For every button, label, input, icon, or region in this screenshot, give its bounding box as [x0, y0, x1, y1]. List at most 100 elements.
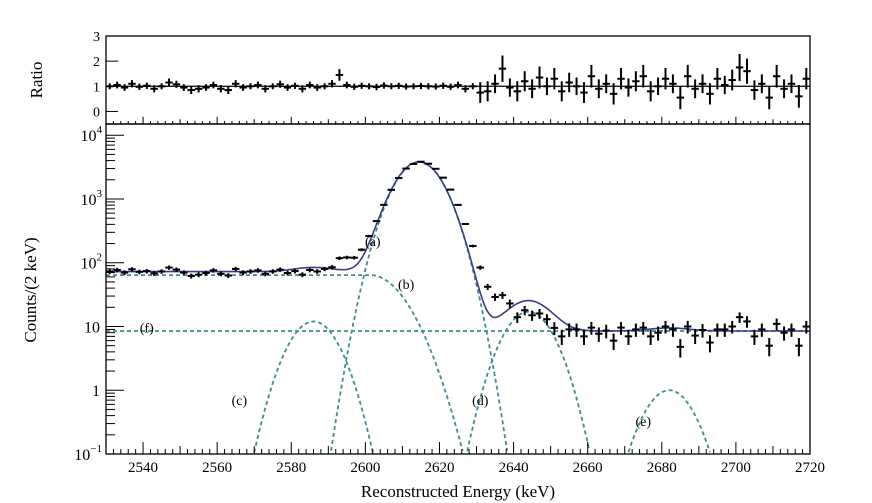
data-point [676, 339, 685, 358]
data-point [328, 265, 336, 270]
data-point [661, 320, 670, 334]
ratio-point [461, 85, 470, 93]
data-point [276, 267, 284, 272]
ratio-point [624, 78, 633, 97]
ratio-point [172, 80, 181, 88]
data-point [728, 320, 736, 334]
ratio-y-ticks: 0 1 2 3 [93, 30, 118, 120]
curve-labels: (a) (b) (c) (d) (e) (f) [140, 235, 652, 430]
data-point [424, 162, 433, 165]
ratio-point [721, 75, 729, 95]
data-point [395, 176, 403, 179]
ratio-point [343, 81, 351, 89]
curve-label: (c) [232, 394, 248, 409]
ratio-point [698, 74, 707, 94]
ratio-point [402, 83, 410, 90]
data-point [654, 326, 662, 341]
ratio-point [587, 64, 596, 88]
data-point [624, 329, 633, 345]
data-point [721, 323, 729, 337]
ratio-point [520, 71, 529, 92]
ratio-point [365, 83, 373, 90]
ratio-point [350, 83, 358, 90]
ratio-point [617, 68, 625, 90]
data-point [772, 318, 781, 331]
data-point [172, 267, 181, 272]
data-point [350, 255, 358, 260]
y-tick-label: 102 [81, 252, 103, 273]
data-point [120, 270, 129, 276]
ratio-point [772, 64, 781, 88]
ratio-point [283, 84, 292, 91]
ratio-point [143, 82, 151, 89]
ratio-point [135, 83, 144, 90]
data-point [224, 273, 232, 279]
ratio-point [654, 77, 662, 96]
data-point [417, 160, 425, 163]
data-point [187, 273, 195, 279]
ratio-point [113, 81, 121, 89]
ratio-point [239, 84, 247, 91]
component-curve-e [627, 389, 711, 453]
ratio-point [787, 74, 796, 94]
data-point [180, 270, 188, 276]
data-point [617, 321, 625, 335]
ratio-frame [105, 35, 811, 125]
data-point [320, 266, 329, 272]
ratio-point [187, 86, 195, 95]
data-point [446, 188, 455, 191]
ratio-point [209, 81, 218, 89]
ratio-point [572, 77, 581, 96]
ratio-point [713, 68, 722, 90]
ratio-point [639, 64, 647, 88]
curve-label: (a) [365, 235, 381, 250]
data-point [269, 269, 277, 274]
ratio-point [106, 83, 114, 90]
ratio-point [565, 72, 573, 93]
ratio-point [735, 53, 744, 81]
data-point [209, 268, 218, 273]
ratio-point [535, 66, 544, 89]
data-point [646, 329, 655, 345]
ratio-point [558, 81, 566, 102]
data-point [291, 268, 299, 274]
data-point [194, 272, 203, 278]
data-point [357, 248, 366, 252]
data-point [787, 323, 796, 337]
ratio-point [802, 68, 810, 90]
ratio-point [231, 80, 240, 88]
ratio-point [217, 85, 225, 93]
data-point [639, 321, 647, 335]
ratio-point [676, 85, 685, 110]
ratio-point [306, 81, 314, 89]
ratio-point [595, 79, 603, 99]
data-point [506, 299, 514, 308]
ratio-point [632, 71, 640, 92]
ratio-point [380, 82, 388, 89]
x-tick-label: 2540 [128, 460, 158, 476]
ratio-point [446, 83, 455, 90]
data-point [439, 176, 447, 179]
data-point [706, 335, 714, 353]
data-point [698, 324, 707, 338]
data-point [528, 310, 536, 321]
data-point [372, 220, 381, 223]
x-tick-label: 2700 [721, 460, 751, 476]
ratio-panel: 0 1 2 3 Ratio [27, 30, 811, 125]
ratio-point [320, 83, 329, 90]
ratio-points [106, 53, 810, 110]
data-point [572, 323, 581, 337]
total-fit-curve [106, 161, 810, 332]
ratio-y-tick-label: 1 [93, 80, 100, 95]
ratio-y-tick-label: 3 [93, 30, 100, 45]
data-point [520, 305, 529, 316]
ratio-point [476, 82, 484, 103]
x-tick-label: 2560 [202, 460, 232, 476]
ratio-point [743, 58, 751, 84]
ratio-point [498, 55, 507, 82]
x-tick-label: 2680 [647, 460, 677, 476]
data-point [609, 333, 618, 351]
ratio-point [424, 83, 433, 90]
ratio-point [750, 80, 759, 100]
